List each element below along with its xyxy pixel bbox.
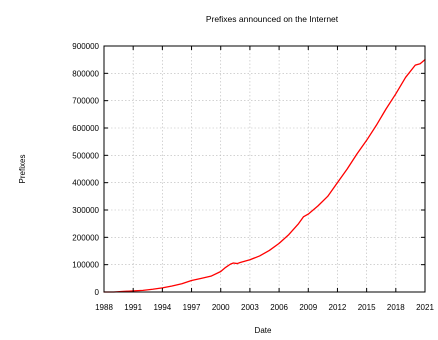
x-tick-label: 2012	[329, 303, 347, 312]
x-tick-label: 2015	[358, 303, 376, 312]
y-tick-label: 900000	[72, 42, 99, 51]
x-tick-labels: 1988 1991 1994 1997 2000 2003 2006 2009 2012 2015…	[95, 303, 434, 312]
y-tick-label: 700000	[72, 97, 99, 106]
series-layer	[103, 59, 426, 293]
y-tick-label: 0	[95, 288, 100, 297]
chart-title: Prefixes announced on the Internet	[206, 14, 339, 24]
x-tick-label: 2000	[212, 303, 230, 312]
axis-ticks	[103, 45, 426, 293]
x-tick-label: 2021	[416, 303, 434, 312]
y-tick-label: 600000	[72, 124, 99, 133]
x-tick-label: 2018	[387, 303, 405, 312]
x-tick-label: 2009	[299, 303, 317, 312]
y-tick-label: 500000	[72, 151, 99, 160]
y-tick-label: 800000	[72, 69, 99, 78]
x-tick-label: 2006	[270, 303, 288, 312]
x-tick-label: 1997	[183, 303, 201, 312]
y-tick-label: 200000	[72, 233, 99, 242]
x-tick-label: 1988	[95, 303, 113, 312]
y-tick-label: 400000	[72, 179, 99, 188]
series-line-prefixes	[103, 59, 426, 293]
plot-frame	[103, 45, 426, 293]
x-tick-label: 1991	[124, 303, 142, 312]
x-tick-label: 1994	[153, 303, 171, 312]
x-axis-label: Date	[255, 326, 272, 335]
grid-lines	[104, 46, 425, 292]
y-axis-label: Prefixes	[18, 155, 27, 184]
x-tick-label: 2003	[241, 303, 259, 312]
y-tick-label: 300000	[72, 206, 99, 215]
y-tick-labels: 0 100000 200000 300000 400000 500000 600000 700…	[72, 42, 99, 297]
y-tick-label: 100000	[72, 261, 99, 270]
